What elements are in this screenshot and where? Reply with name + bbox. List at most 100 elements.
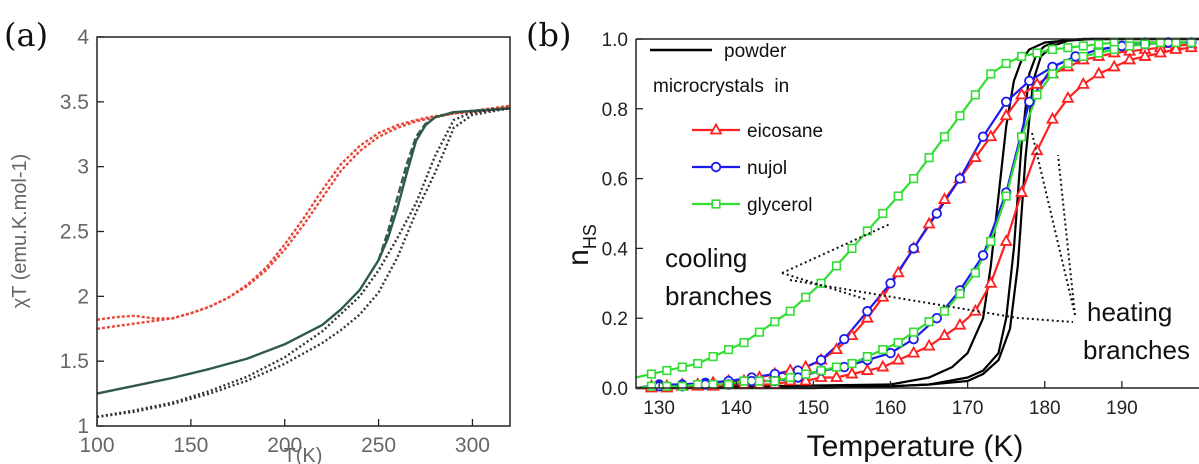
panel-b-point-glycerol [1140,39,1150,49]
panel-b-y-axis-label-sub: HS [580,224,600,249]
panel-a-x-tick-label: 250 [361,434,396,457]
legend-label-nujol: nujol [747,158,787,179]
panel-b-point-glycerol [955,111,965,121]
panel-b-point-nujol [908,243,919,254]
panel-b-point-eicosane [814,370,828,382]
legend-entries: eicosane nujol glycerol [692,121,823,216]
panel-b-point-eicosane [1138,49,1152,61]
legend-marker-eicosane [709,122,723,135]
panel-b-series-line-powder [636,37,1199,390]
panel-b-point-nujol [839,333,850,345]
annotation-pointer-lines [781,132,1076,323]
panel-b-point-glycerol [831,362,842,372]
panel-b-point-eicosane [1015,87,1029,100]
panel-b-point-eicosane [860,310,874,323]
annotation-cooling-line2: branches [665,281,772,311]
panel-a-y-tick-label: 1.5 [60,350,89,373]
panel-b-point-glycerol [662,381,672,391]
panel-b-point-glycerol [909,174,919,184]
panel-b-x-tick-label: 190 [1106,398,1138,419]
panel-b-x-tick-label: 140 [720,398,752,419]
panel-b-point-glycerol [1017,132,1027,142]
panel-b-point-glycerol [739,338,749,348]
panel-b-y-axis-label-main: n [562,249,595,266]
panel-a-x-tick-label: 100 [79,434,114,457]
panel-b-point-glycerol [1017,51,1027,62]
panel-b-point-glycerol [1001,191,1011,201]
panel-b-point-glycerol [739,376,749,386]
panel-b-point-nujol [931,313,942,324]
panel-b-point-glycerol [847,243,857,254]
legend-label-powder: powder [724,41,787,62]
panel-b-point-nujol [792,372,804,383]
panel-b-x-tick-label: 180 [1029,398,1061,419]
panel-b-point-nujol [977,131,989,142]
panel-b-point-glycerol [723,379,734,390]
panel-b-point-glycerol [770,376,780,386]
panel-b-legend: powder microcrystals in eicosane nujol gly… [650,41,823,216]
panel-b-y-axis-label: nHS [562,224,600,266]
panel-a-y-tick-label: 4 [77,26,89,49]
panel-a-y-tick-label: 2 [77,285,89,308]
panel-b-point-glycerol [1109,44,1119,55]
panel-b-point-glycerol [785,306,795,316]
panel-b-point-eicosane [1061,90,1075,103]
panel-b: (b) 130 140 150 160 170 180 190 0.00.20.40.60.… [526,16,1199,463]
panel-b-point-glycerol [1186,37,1196,48]
panel-a-x-tick-label: 300 [455,434,490,457]
panel-b-point-eicosane [1169,42,1183,54]
panel-b-point-glycerol [878,345,888,355]
panel-b-series-line-powder [635,37,1199,390]
panel-b-point-glycerol [1047,44,1058,55]
panel-b-point-eicosane [1092,66,1106,79]
panel-b-point-glycerol [801,369,811,379]
panel-b-point-glycerol [862,226,872,236]
panel-b-point-eicosane [1107,59,1121,72]
panel-b-y-tick-label: 0.4 [602,239,629,260]
panel-a-series [96,104,511,419]
panel-b-point-glycerol [801,292,811,302]
panel-b-point-glycerol [708,351,718,362]
panel-b-point-glycerol [1094,48,1104,58]
panel-b-point-glycerol [646,381,657,391]
panel-b-y-tick-label: 0.8 [602,100,628,121]
panel-b-point-eicosane [891,265,905,278]
panel-b-point-glycerol [662,365,672,376]
panel-b-point-eicosane [922,216,936,229]
panel-b-point-eicosane [999,234,1013,246]
legend-label-glycerol: glycerol [747,195,812,216]
panel-b-point-glycerol [924,317,934,327]
panel-b-point-glycerol [754,327,764,337]
panel-a-series-line-0 [96,105,511,321]
panel-b-point-glycerol [1032,48,1042,58]
panel-b-point-eicosane [891,352,905,365]
panel-b-point-nujol [1024,96,1035,108]
panel-b-x-axis-label: Temperature (K) [807,430,1024,463]
panel-b-point-eicosane [1153,45,1167,58]
panel-b-point-glycerol [831,261,842,271]
panel-b-point-glycerol [1094,39,1104,49]
legend-marker-nujol [710,161,722,173]
panel-b-point-nujol [1070,51,1081,62]
panel-b-x-tick-label: 150 [798,398,830,419]
panel-a: (a) 100 150 200 250 300 1 1.5 2 2.5 3 3.5 4 T(K) χ… [4,16,511,464]
legend-marker-glycerol [711,199,721,209]
panel-a-y-axis-label: χT (emu.K.mol-1) [9,154,31,309]
panel-b-point-nujol [746,375,757,387]
panel-b-x-tick-label: 130 [643,398,675,419]
panel-b-x-tick-label: 160 [875,398,907,419]
panel-b-point-eicosane [984,129,998,142]
panel-b-series [635,36,1199,393]
panel-b-point-eicosane [1076,77,1090,89]
panel-b-point-glycerol [677,381,687,391]
panel-b-point-eicosane [907,345,921,358]
panel-a-series-line-3 [377,107,511,261]
panel-a-series-line-1 [96,104,511,330]
panel-b-y-tick-label: 0.6 [602,170,628,191]
panel-a-x-ticks: 100 150 200 250 300 [79,419,490,457]
panel-b-point-glycerol [970,90,980,100]
panel-b-point-eicosane [829,370,844,382]
panel-b-point-eicosane [876,359,890,372]
panel-b-point-glycerol [862,351,872,362]
